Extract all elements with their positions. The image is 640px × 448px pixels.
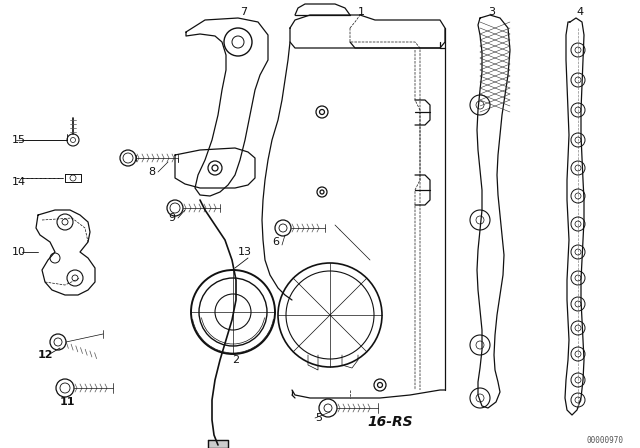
Text: 14: 14	[12, 177, 26, 187]
Text: 4: 4	[576, 7, 583, 17]
Text: 15: 15	[12, 135, 26, 145]
Text: 11: 11	[60, 397, 76, 407]
Text: 2: 2	[232, 355, 239, 365]
Text: 9: 9	[168, 213, 175, 223]
Text: 00000970: 00000970	[586, 435, 623, 444]
Text: 12: 12	[38, 350, 54, 360]
Polygon shape	[208, 440, 228, 448]
Text: 8: 8	[148, 167, 155, 177]
Text: 10: 10	[12, 247, 26, 257]
Text: 16-RS: 16-RS	[367, 415, 413, 429]
Text: 13: 13	[238, 247, 252, 257]
Text: 6: 6	[272, 237, 279, 247]
Text: 3: 3	[488, 7, 495, 17]
Text: 5: 5	[315, 413, 322, 423]
Text: 7: 7	[240, 7, 247, 17]
Text: 1: 1	[358, 7, 365, 17]
